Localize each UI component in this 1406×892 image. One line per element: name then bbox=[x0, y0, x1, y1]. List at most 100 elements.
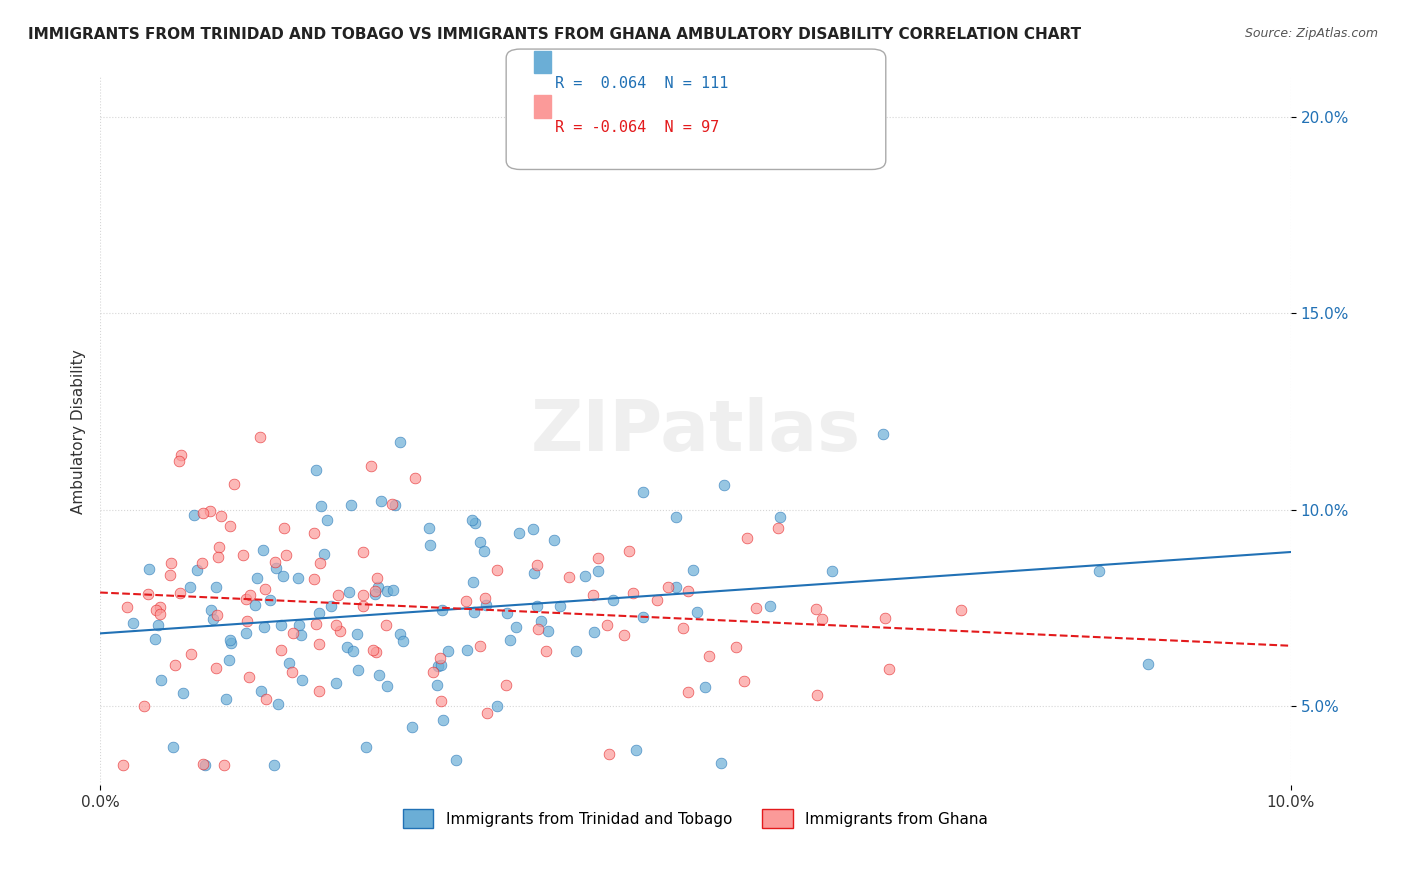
Point bbox=[148, 618, 170, 632]
Point bbox=[149, 607, 172, 621]
Point bbox=[430, 603, 453, 617]
Point bbox=[209, 509, 232, 524]
Point bbox=[169, 586, 191, 600]
Point bbox=[624, 743, 647, 757]
Point bbox=[149, 673, 172, 687]
Point bbox=[583, 624, 606, 639]
Point bbox=[238, 670, 260, 684]
Point bbox=[522, 566, 544, 580]
Point bbox=[391, 634, 413, 648]
Point bbox=[191, 506, 214, 520]
Point bbox=[277, 656, 299, 670]
Point bbox=[631, 485, 654, 500]
Point bbox=[665, 510, 688, 524]
Point bbox=[205, 661, 228, 675]
Point bbox=[305, 462, 328, 476]
Point bbox=[232, 548, 254, 562]
Point bbox=[264, 561, 287, 575]
Point bbox=[527, 622, 550, 636]
Point bbox=[122, 615, 145, 630]
Point bbox=[735, 531, 758, 545]
Point bbox=[326, 588, 349, 602]
Point bbox=[325, 618, 347, 632]
Point bbox=[321, 599, 343, 613]
Point bbox=[697, 649, 720, 664]
Point bbox=[270, 618, 292, 632]
Point bbox=[243, 598, 266, 612]
Point bbox=[302, 572, 325, 586]
Point bbox=[368, 667, 391, 681]
Point bbox=[337, 585, 360, 599]
Point bbox=[250, 683, 273, 698]
Point bbox=[693, 680, 716, 694]
Point bbox=[218, 653, 240, 667]
Point bbox=[115, 599, 138, 614]
Point bbox=[288, 618, 311, 632]
Point bbox=[163, 657, 186, 672]
Point bbox=[686, 606, 709, 620]
Point bbox=[733, 673, 755, 688]
Point bbox=[401, 720, 423, 734]
Point bbox=[769, 509, 792, 524]
Point bbox=[613, 627, 636, 641]
Point bbox=[186, 563, 208, 577]
Point bbox=[1088, 564, 1111, 578]
Point bbox=[205, 607, 228, 622]
Point bbox=[352, 588, 374, 602]
Point bbox=[311, 499, 333, 513]
Point bbox=[200, 602, 222, 616]
Point bbox=[475, 706, 498, 720]
Point bbox=[422, 665, 444, 679]
Point bbox=[308, 606, 330, 620]
Point bbox=[950, 603, 973, 617]
Point bbox=[526, 558, 548, 573]
Point bbox=[254, 692, 277, 706]
Point bbox=[508, 525, 530, 540]
Point bbox=[172, 686, 194, 700]
Point bbox=[430, 694, 453, 708]
Point bbox=[496, 606, 519, 620]
Point bbox=[215, 691, 238, 706]
Point bbox=[486, 563, 509, 577]
Point bbox=[725, 640, 748, 655]
Text: R =  0.064  N = 111: R = 0.064 N = 111 bbox=[555, 76, 728, 91]
Point bbox=[219, 519, 242, 533]
Point bbox=[264, 556, 287, 570]
Point bbox=[1136, 657, 1159, 671]
Point bbox=[472, 544, 495, 558]
Point bbox=[198, 504, 221, 518]
Text: R = -0.064  N = 97: R = -0.064 N = 97 bbox=[555, 120, 720, 136]
Point bbox=[745, 600, 768, 615]
Point bbox=[352, 599, 374, 613]
Point bbox=[143, 632, 166, 646]
Point bbox=[485, 698, 508, 713]
Point bbox=[329, 624, 352, 638]
Point bbox=[219, 635, 242, 649]
Point bbox=[308, 636, 330, 650]
Point bbox=[375, 679, 398, 693]
Point bbox=[370, 494, 392, 508]
Point bbox=[314, 547, 336, 561]
Point bbox=[302, 525, 325, 540]
Point bbox=[537, 624, 560, 638]
Point bbox=[283, 625, 305, 640]
Point bbox=[249, 430, 271, 444]
Point bbox=[263, 758, 285, 772]
Point bbox=[207, 549, 229, 564]
Point bbox=[427, 658, 450, 673]
Point bbox=[419, 538, 441, 552]
Point bbox=[565, 643, 588, 657]
Point bbox=[235, 592, 257, 607]
Point bbox=[558, 570, 581, 584]
Point bbox=[315, 513, 337, 527]
Point bbox=[180, 647, 202, 661]
Point bbox=[354, 740, 377, 755]
Point bbox=[253, 582, 276, 596]
Point bbox=[456, 642, 478, 657]
Point bbox=[191, 556, 214, 570]
Point bbox=[375, 584, 398, 599]
Point bbox=[806, 689, 828, 703]
Point bbox=[309, 556, 332, 570]
Point bbox=[149, 600, 172, 615]
Point bbox=[346, 627, 368, 641]
